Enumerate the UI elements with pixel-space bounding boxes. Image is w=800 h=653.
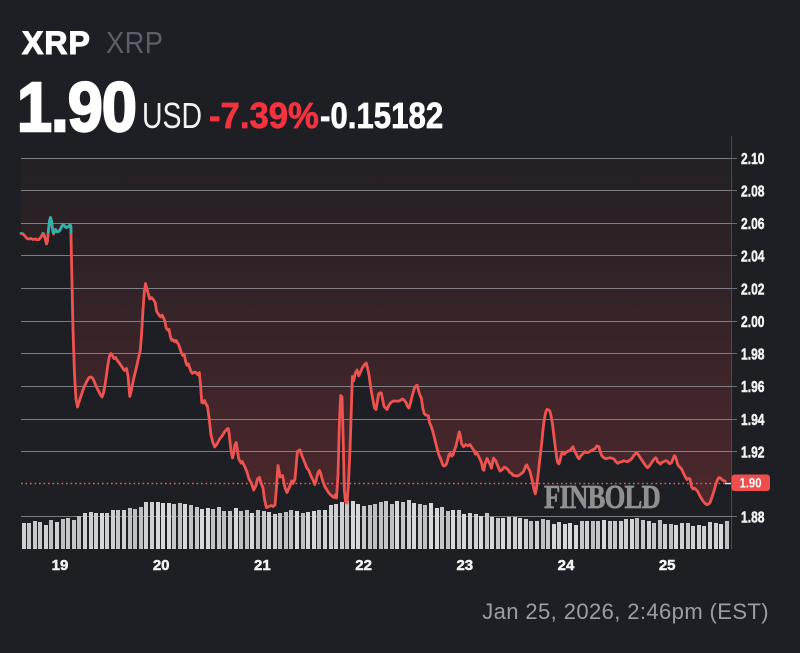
svg-text:23: 23	[456, 557, 473, 574]
svg-text:22: 22	[355, 557, 372, 574]
svg-text:1.90: 1.90	[740, 475, 762, 490]
svg-text:1.96: 1.96	[741, 379, 765, 396]
svg-text:25: 25	[659, 557, 676, 574]
svg-text:1.88: 1.88	[741, 510, 765, 527]
svg-text:1.98: 1.98	[741, 347, 765, 364]
svg-text:2.08: 2.08	[741, 183, 765, 200]
svg-text:24: 24	[558, 557, 575, 574]
svg-text:2.02: 2.02	[741, 281, 765, 298]
svg-text:2.10: 2.10	[741, 151, 765, 168]
svg-text:2.04: 2.04	[741, 249, 765, 266]
svg-text:1.94: 1.94	[741, 412, 765, 429]
svg-text:19: 19	[52, 557, 69, 574]
svg-text:1.92: 1.92	[741, 445, 765, 462]
svg-text:2.00: 2.00	[741, 314, 765, 331]
svg-text:2.06: 2.06	[741, 216, 765, 233]
svg-text:FINBOLD: FINBOLD	[544, 479, 660, 516]
svg-text:21: 21	[254, 557, 271, 574]
svg-text:20: 20	[153, 557, 170, 574]
